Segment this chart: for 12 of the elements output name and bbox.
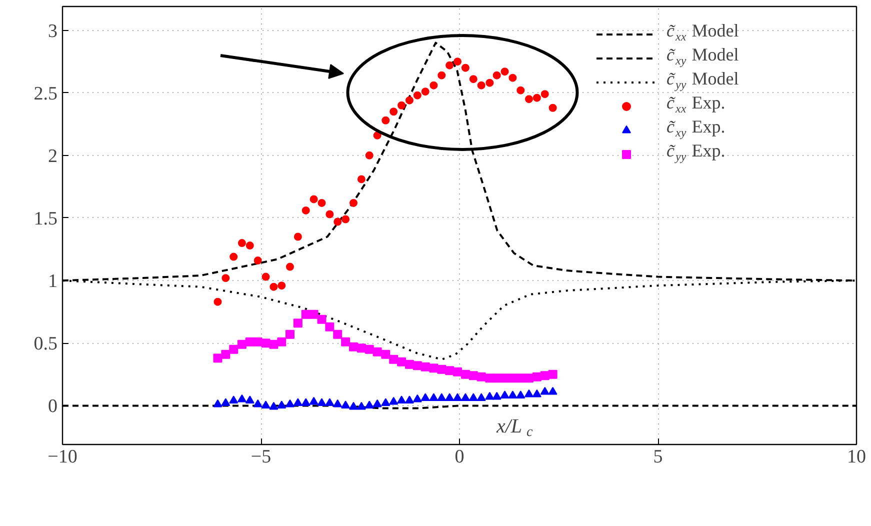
y-tick-label: 0.5 [34,334,58,355]
y-tick-label: 1.5 [34,208,58,230]
y-tick-label: 2 [48,146,58,167]
y-tick-label: 0 [48,396,58,418]
y-tick-label: 2.5 [34,83,58,104]
x-tick-label: −10 [48,446,78,468]
y-tick-label: 1 [48,271,58,292]
y-tick-label: 3 [48,20,58,42]
x-tick-label: 5 [653,446,663,468]
x-tick-label: −5 [250,446,272,468]
x-tick-label: 10 [847,446,866,468]
x-tick-label: 0 [454,446,464,468]
